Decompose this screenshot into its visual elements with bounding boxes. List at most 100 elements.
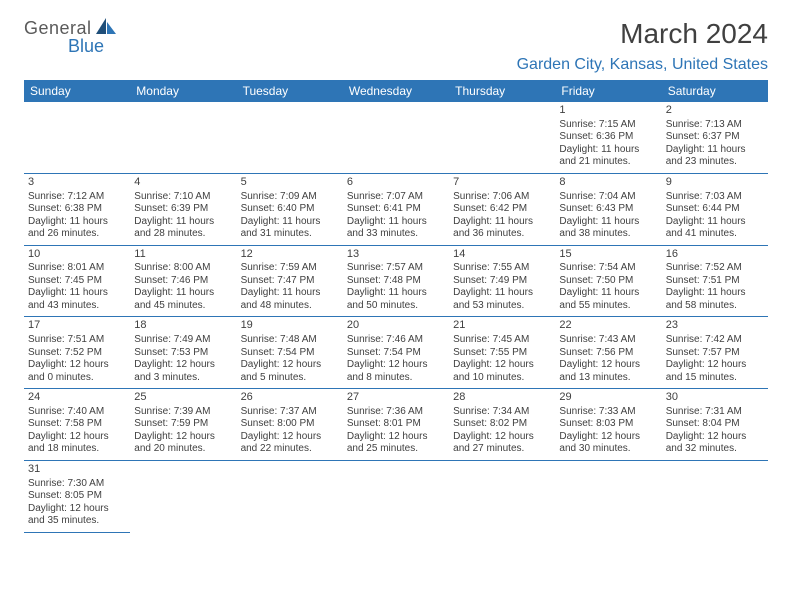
daylight-text: Daylight: 11 hours and 50 minutes.	[347, 287, 445, 312]
sunset-text: Sunset: 7:54 PM	[241, 347, 339, 360]
day-number: 31	[28, 463, 126, 477]
daylight-text: Daylight: 11 hours and 23 minutes.	[666, 144, 764, 169]
daylight-text: Daylight: 11 hours and 31 minutes.	[241, 216, 339, 241]
sunrise-text: Sunrise: 7:36 AM	[347, 406, 445, 419]
day-number: 9	[666, 176, 764, 190]
weekday-header: Saturday	[662, 80, 768, 102]
day-cell: 15Sunrise: 7:54 AMSunset: 7:50 PMDayligh…	[555, 246, 661, 318]
sunrise-text: Sunrise: 7:15 AM	[559, 119, 657, 132]
calendar-body: 1Sunrise: 7:15 AMSunset: 6:36 PMDaylight…	[24, 102, 768, 533]
sunset-text: Sunset: 7:53 PM	[134, 347, 232, 360]
empty-cell	[237, 102, 343, 174]
logo-text-2: Blue	[68, 36, 104, 57]
sunset-text: Sunset: 8:02 PM	[453, 418, 551, 431]
day-cell: 23Sunrise: 7:42 AMSunset: 7:57 PMDayligh…	[662, 317, 768, 389]
weekday-header: Monday	[130, 80, 236, 102]
sunset-text: Sunset: 7:45 PM	[28, 275, 126, 288]
daylight-text: Daylight: 12 hours and 27 minutes.	[453, 431, 551, 456]
sunset-text: Sunset: 7:56 PM	[559, 347, 657, 360]
sunset-text: Sunset: 6:36 PM	[559, 131, 657, 144]
day-number: 16	[666, 248, 764, 262]
weekday-header: Tuesday	[237, 80, 343, 102]
daylight-text: Daylight: 12 hours and 8 minutes.	[347, 359, 445, 384]
sunrise-text: Sunrise: 7:51 AM	[28, 334, 126, 347]
sunrise-text: Sunrise: 7:03 AM	[666, 191, 764, 204]
day-cell: 30Sunrise: 7:31 AMSunset: 8:04 PMDayligh…	[662, 389, 768, 461]
day-cell: 19Sunrise: 7:48 AMSunset: 7:54 PMDayligh…	[237, 317, 343, 389]
daylight-text: Daylight: 11 hours and 55 minutes.	[559, 287, 657, 312]
empty-cell	[24, 102, 130, 174]
daylight-text: Daylight: 12 hours and 25 minutes.	[347, 431, 445, 456]
empty-cell	[449, 102, 555, 174]
daylight-text: Daylight: 12 hours and 13 minutes.	[559, 359, 657, 384]
sunrise-text: Sunrise: 7:59 AM	[241, 262, 339, 275]
daylight-text: Daylight: 11 hours and 48 minutes.	[241, 287, 339, 312]
sunrise-text: Sunrise: 7:49 AM	[134, 334, 232, 347]
sunrise-text: Sunrise: 7:07 AM	[347, 191, 445, 204]
day-number: 14	[453, 248, 551, 262]
day-cell: 5Sunrise: 7:09 AMSunset: 6:40 PMDaylight…	[237, 174, 343, 246]
sunset-text: Sunset: 7:48 PM	[347, 275, 445, 288]
day-number: 26	[241, 391, 339, 405]
sunset-text: Sunset: 7:47 PM	[241, 275, 339, 288]
sunrise-text: Sunrise: 7:48 AM	[241, 334, 339, 347]
sunrise-text: Sunrise: 7:39 AM	[134, 406, 232, 419]
daylight-text: Daylight: 12 hours and 22 minutes.	[241, 431, 339, 456]
daylight-text: Daylight: 12 hours and 18 minutes.	[28, 431, 126, 456]
sunrise-text: Sunrise: 7:13 AM	[666, 119, 764, 132]
day-number: 12	[241, 248, 339, 262]
daylight-text: Daylight: 11 hours and 36 minutes.	[453, 216, 551, 241]
day-cell: 18Sunrise: 7:49 AMSunset: 7:53 PMDayligh…	[130, 317, 236, 389]
day-number: 20	[347, 319, 445, 333]
day-cell: 26Sunrise: 7:37 AMSunset: 8:00 PMDayligh…	[237, 389, 343, 461]
day-cell: 24Sunrise: 7:40 AMSunset: 7:58 PMDayligh…	[24, 389, 130, 461]
day-number: 27	[347, 391, 445, 405]
sunrise-text: Sunrise: 7:09 AM	[241, 191, 339, 204]
sunrise-text: Sunrise: 8:00 AM	[134, 262, 232, 275]
day-number: 24	[28, 391, 126, 405]
day-cell: 4Sunrise: 7:10 AMSunset: 6:39 PMDaylight…	[130, 174, 236, 246]
sunset-text: Sunset: 6:40 PM	[241, 203, 339, 216]
day-number: 19	[241, 319, 339, 333]
sunrise-text: Sunrise: 7:57 AM	[347, 262, 445, 275]
day-number: 13	[347, 248, 445, 262]
sunset-text: Sunset: 8:00 PM	[241, 418, 339, 431]
day-number: 8	[559, 176, 657, 190]
sunset-text: Sunset: 7:55 PM	[453, 347, 551, 360]
sunset-text: Sunset: 7:51 PM	[666, 275, 764, 288]
day-number: 2	[666, 104, 764, 118]
day-number: 10	[28, 248, 126, 262]
daylight-text: Daylight: 12 hours and 0 minutes.	[28, 359, 126, 384]
daylight-text: Daylight: 11 hours and 58 minutes.	[666, 287, 764, 312]
day-cell: 6Sunrise: 7:07 AMSunset: 6:41 PMDaylight…	[343, 174, 449, 246]
sunset-text: Sunset: 7:50 PM	[559, 275, 657, 288]
day-cell: 14Sunrise: 7:55 AMSunset: 7:49 PMDayligh…	[449, 246, 555, 318]
sunset-text: Sunset: 8:04 PM	[666, 418, 764, 431]
weekday-header: Sunday	[24, 80, 130, 102]
daylight-text: Daylight: 11 hours and 53 minutes.	[453, 287, 551, 312]
day-number: 5	[241, 176, 339, 190]
location-text: Garden City, Kansas, United States	[24, 56, 768, 74]
sunset-text: Sunset: 6:41 PM	[347, 203, 445, 216]
day-number: 21	[453, 319, 551, 333]
day-number: 6	[347, 176, 445, 190]
day-cell: 21Sunrise: 7:45 AMSunset: 7:55 PMDayligh…	[449, 317, 555, 389]
day-number: 4	[134, 176, 232, 190]
daylight-text: Daylight: 11 hours and 43 minutes.	[28, 287, 126, 312]
day-number: 22	[559, 319, 657, 333]
daylight-text: Daylight: 12 hours and 35 minutes.	[28, 503, 126, 528]
daylight-text: Daylight: 11 hours and 45 minutes.	[134, 287, 232, 312]
day-number: 3	[28, 176, 126, 190]
day-cell: 27Sunrise: 7:36 AMSunset: 8:01 PMDayligh…	[343, 389, 449, 461]
sunrise-text: Sunrise: 7:37 AM	[241, 406, 339, 419]
day-number: 11	[134, 248, 232, 262]
sunset-text: Sunset: 7:59 PM	[134, 418, 232, 431]
day-number: 15	[559, 248, 657, 262]
daylight-text: Daylight: 11 hours and 28 minutes.	[134, 216, 232, 241]
daylight-text: Daylight: 12 hours and 15 minutes.	[666, 359, 764, 384]
day-cell: 1Sunrise: 7:15 AMSunset: 6:36 PMDaylight…	[555, 102, 661, 174]
day-number: 17	[28, 319, 126, 333]
day-number: 7	[453, 176, 551, 190]
sunrise-text: Sunrise: 7:45 AM	[453, 334, 551, 347]
day-cell: 7Sunrise: 7:06 AMSunset: 6:42 PMDaylight…	[449, 174, 555, 246]
